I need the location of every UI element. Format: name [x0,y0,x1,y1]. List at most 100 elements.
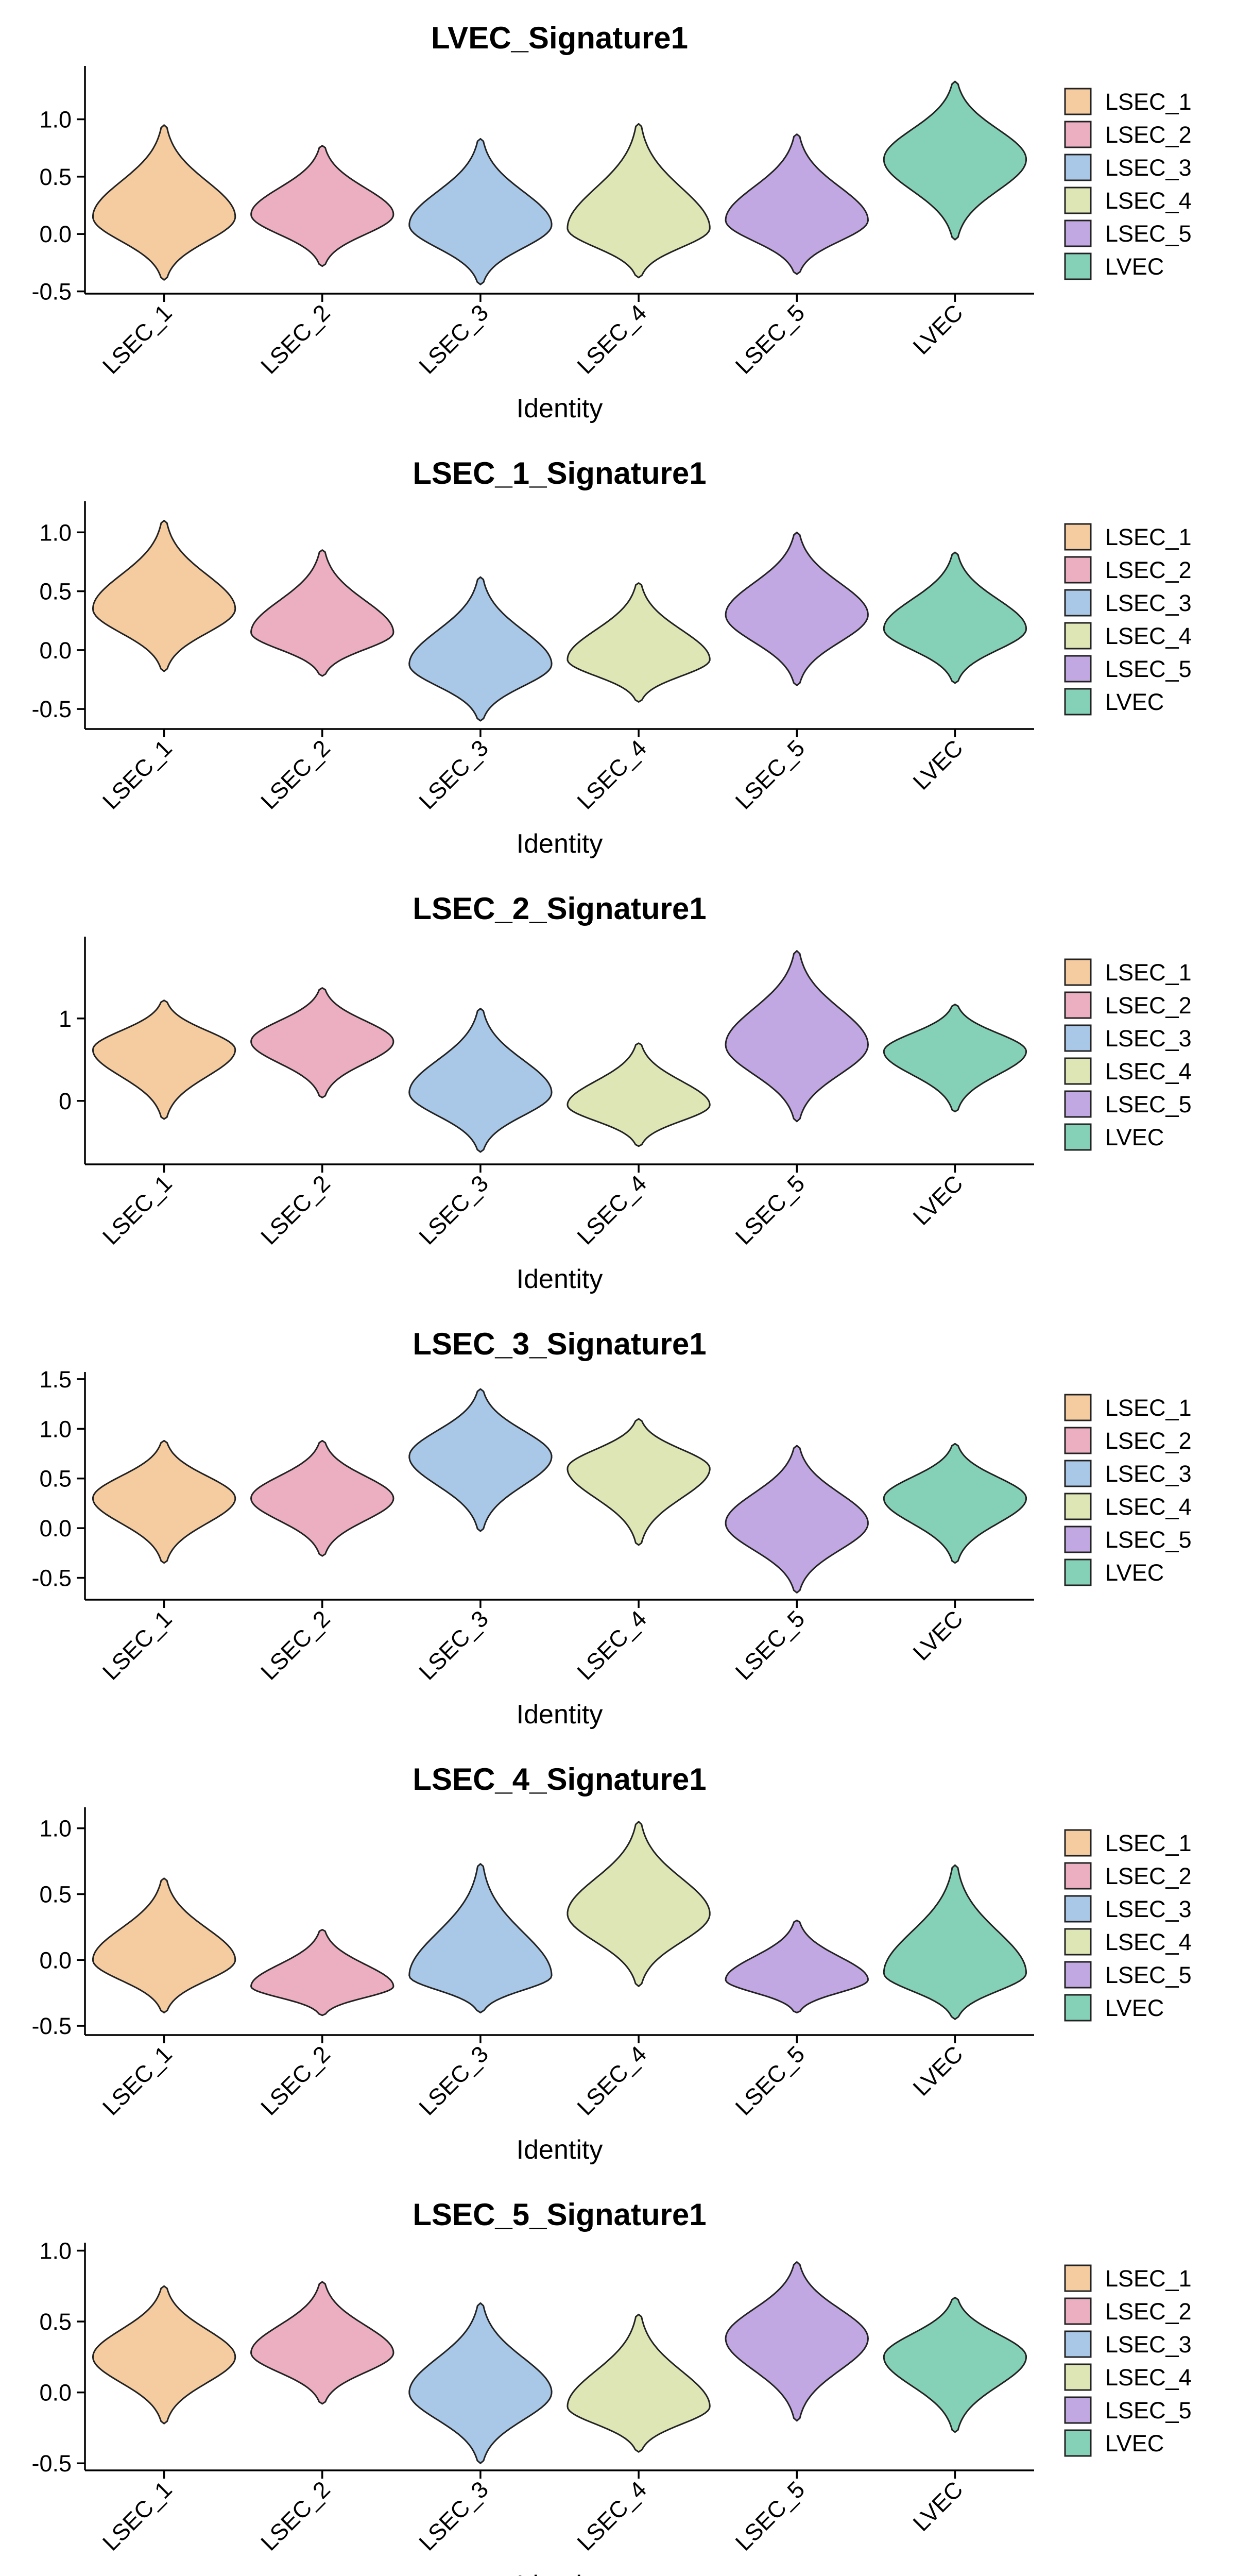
legend-swatch [1064,252,1092,280]
legend-swatch [1064,2264,1092,2292]
x-tick-label: LSEC_4 [572,299,652,379]
violin-lsec-4 [566,1821,711,1987]
panel-title: LSEC_3_Signature1 [413,1327,706,1361]
violin-lsec-2 [250,987,394,1098]
legend-label: LSEC_1 [1105,2265,1192,2292]
legend-label: LVEC [1105,253,1164,280]
legend-swatch [1064,2330,1092,2358]
x-tick-label: LSEC_2 [255,735,335,815]
x-tick-label: LSEC_3 [414,1170,493,1250]
y-tick-label: 0.5 [39,2309,72,2335]
violin-lsec-4 [566,2313,711,2453]
violin-lsec-2 [250,549,394,677]
x-tick-label: LSEC_2 [255,2476,335,2556]
legend-swatch [1064,655,1092,683]
x-tick-label: LVEC [908,2476,968,2536]
legend-swatch [1064,1895,1092,1923]
legend-label: LSEC_2 [1105,122,1192,148]
x-tick-label: LSEC_3 [414,1605,493,1685]
legend-swatch [1064,1493,1092,1520]
y-tick-label: -0.5 [31,279,72,305]
legend-label: LSEC_3 [1105,2331,1192,2358]
violin-lvec [883,551,1027,684]
violin-lsec-3 [408,1008,553,1153]
legend-swatch [1064,1123,1092,1151]
x-tick-label: LSEC_5 [730,2041,810,2121]
legend-label: LSEC_5 [1105,221,1192,247]
legend-label: LSEC_5 [1105,656,1192,682]
legend-label: LSEC_2 [1105,1428,1192,1454]
x-tick-label: LSEC_1 [97,299,177,379]
y-tick-label: 0 [59,1088,72,1114]
violin-lsec-2 [250,2281,394,2405]
legend-label: LSEC_1 [1105,524,1192,550]
violin-lsec-3 [408,2302,553,2464]
violin-lsec-3 [408,576,553,722]
x-tick-label: LVEC [908,2041,968,2101]
x-tick-label: LVEC [908,1605,968,1666]
x-tick-label: LSEC_5 [730,1605,810,1685]
legend-label: LSEC_1 [1105,1395,1192,1421]
legend-label: LSEC_3 [1105,1025,1192,1052]
legend-label: LVEC [1105,1995,1164,2021]
legend-swatch [1064,556,1092,584]
x-tick-label: LSEC_5 [730,299,810,379]
x-tick-label: LSEC_5 [730,735,810,815]
y-tick-label: 1 [59,1006,72,1032]
y-tick-label: 0.5 [39,579,72,605]
legend-label: LSEC_2 [1105,557,1192,583]
violin-lsec-5 [725,2261,869,2422]
violin-lsec-5 [725,1445,869,1594]
legend-swatch [1064,1928,1092,1956]
panel-title: LSEC_1_Signature1 [413,456,706,490]
violin-lsec-2 [250,1929,394,2016]
x-tick-label: LSEC_1 [97,2476,177,2556]
legend-label: LSEC_4 [1105,1494,1192,1520]
violin-lsec-3 [408,138,553,285]
legend-label: LSEC_1 [1105,959,1192,986]
legend-label: LSEC_2 [1105,992,1192,1019]
violin-lvec [883,80,1027,241]
violin-lsec-5 [725,531,869,686]
legend-label: LSEC_2 [1105,1863,1192,1889]
x-tick-label: LVEC [908,299,968,360]
y-tick-label: 0.5 [39,1881,72,1907]
legend-label: LSEC_3 [1105,1896,1192,1922]
x-tick-label: LSEC_4 [572,2041,652,2121]
panel-title: LSEC_2_Signature1 [413,891,706,926]
legend-swatch [1064,154,1092,181]
legend-swatch [1064,1460,1092,1487]
legend-label: LSEC_4 [1105,623,1192,649]
legend-label: LSEC_5 [1105,2397,1192,2424]
legend-swatch [1064,1829,1092,1857]
legend-label: LVEC [1105,1560,1164,1586]
legend-label: LVEC [1105,689,1164,715]
x-tick-label: LVEC [908,735,968,795]
violin-lsec-4 [566,123,711,279]
y-tick-label: 0.0 [39,1947,72,1973]
y-tick-label: 0.0 [39,1515,72,1541]
violin-lvec [883,1864,1027,2020]
legend-swatch [1064,991,1092,1019]
y-tick-label: 1.0 [39,1816,72,1842]
violin-lsec-1 [92,519,236,672]
x-tick-label: LSEC_4 [572,2476,652,2556]
violin-lsec-3 [408,1388,553,1532]
legend-label: LSEC_3 [1105,155,1192,181]
legend-swatch [1064,1526,1092,1553]
legend-swatch [1064,1427,1092,1454]
y-tick-label: 0.0 [39,2380,72,2406]
legend-swatch [1064,121,1092,148]
legend-swatch [1064,688,1092,716]
legend-label: LSEC_4 [1105,188,1192,214]
x-tick-label: LSEC_1 [97,1605,177,1685]
legend-label: LSEC_1 [1105,89,1192,115]
legend-swatch [1064,1994,1092,2022]
y-tick-label: 0.0 [39,221,72,247]
x-axis-label: Identity [517,1264,603,1294]
legend-swatch [1064,1057,1092,1085]
x-tick-label: LSEC_1 [97,2041,177,2121]
